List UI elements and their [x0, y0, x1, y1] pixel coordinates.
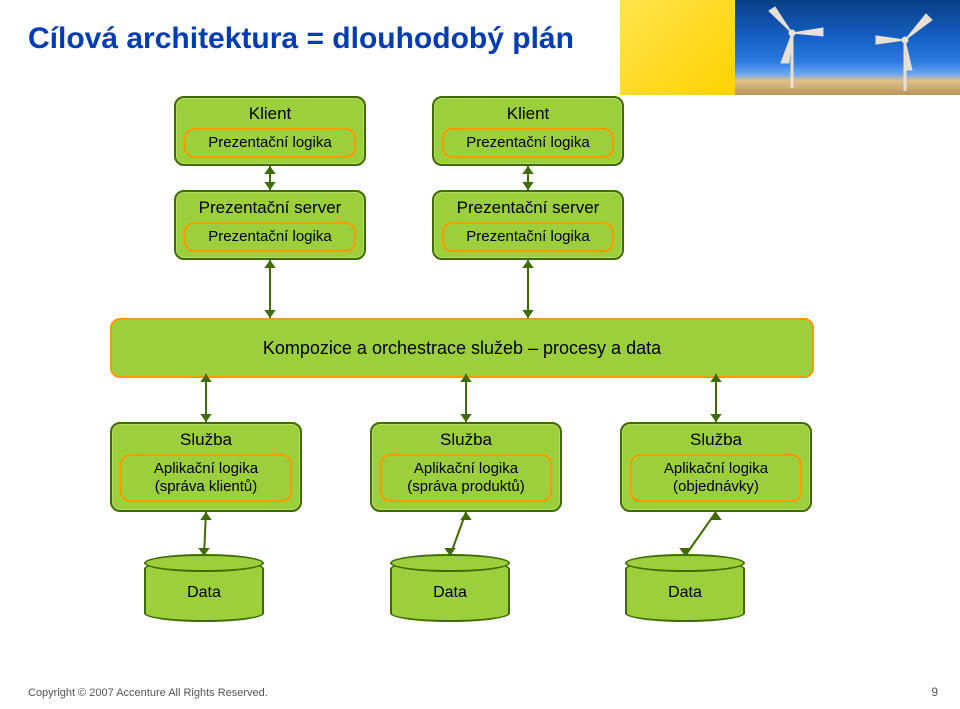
- service-box: Služba Aplikační logika(správa produktů): [370, 422, 562, 512]
- client-box-left: Klient Prezentační logika: [174, 96, 366, 166]
- footer-copyright: Copyright © 2007 Accenture All Rights Re…: [28, 687, 268, 699]
- service-box: Služba Aplikační logika(objednávky): [620, 422, 812, 512]
- server-inner-label: Prezentační logika: [184, 222, 356, 252]
- header-yellow-block: [620, 0, 735, 95]
- service-inner-label: Aplikační logika(objednávky): [630, 454, 802, 502]
- slide: Cílová architektura = dlouhodobý plán Kl…: [0, 0, 960, 709]
- turbine-icon: [870, 6, 940, 91]
- composition-bar-label: Kompozice a orchestrace služeb – procesy…: [263, 338, 661, 359]
- client-box-right: Klient Prezentační logika: [432, 96, 624, 166]
- turbine-icon: [757, 3, 827, 88]
- database-cylinder: Data: [144, 560, 264, 622]
- server-header: Prezentační server: [199, 192, 342, 222]
- database-cylinder: Data: [625, 560, 745, 622]
- server-inner-label: Prezentační logika: [442, 222, 614, 252]
- client-inner-label: Prezentační logika: [442, 128, 614, 158]
- database-cylinder: Data: [390, 560, 510, 622]
- database-label: Data: [144, 584, 264, 602]
- composition-bar: Kompozice a orchestrace služeb – procesy…: [110, 318, 814, 378]
- service-inner-label: Aplikační logika(správa produktů): [380, 454, 552, 502]
- service-header: Služba: [180, 424, 232, 454]
- service-header: Služba: [690, 424, 742, 454]
- server-box-right: Prezentační server Prezentační logika: [432, 190, 624, 260]
- server-box-left: Prezentační server Prezentační logika: [174, 190, 366, 260]
- client-header: Klient: [249, 98, 292, 128]
- service-header: Služba: [440, 424, 492, 454]
- client-header: Klient: [507, 98, 550, 128]
- server-header: Prezentační server: [457, 192, 600, 222]
- page-number: 9: [931, 685, 938, 699]
- page-title: Cílová architektura = dlouhodobý plán: [28, 22, 574, 56]
- header-photo-strip: [620, 0, 960, 95]
- service-box: Služba Aplikační logika(správa klientů): [110, 422, 302, 512]
- client-inner-label: Prezentační logika: [184, 128, 356, 158]
- service-inner-label: Aplikační logika(správa klientů): [120, 454, 292, 502]
- header-photo: [735, 0, 960, 95]
- database-label: Data: [625, 584, 745, 602]
- database-label: Data: [390, 584, 510, 602]
